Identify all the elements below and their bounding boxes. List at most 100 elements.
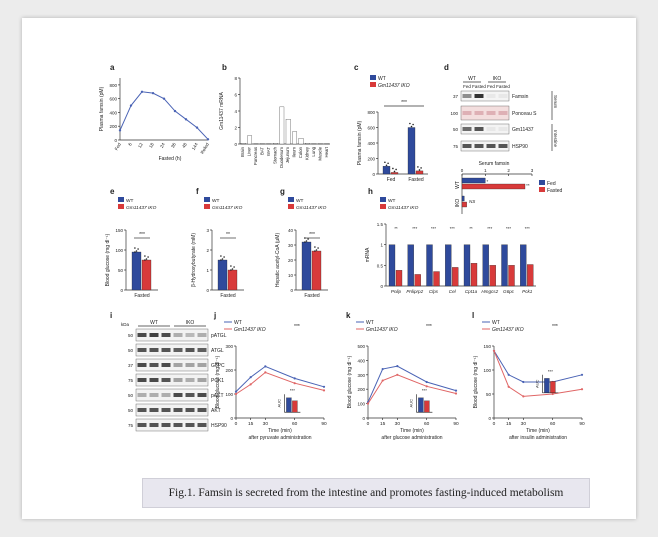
inset-bar <box>286 397 292 413</box>
bar-iko <box>470 263 478 287</box>
blot-frame <box>460 105 510 121</box>
significance-mark: ** <box>394 226 398 231</box>
blot-band <box>149 378 159 382</box>
bar-iko <box>390 172 399 175</box>
x-tick-label: 90 <box>579 421 585 427</box>
blot-band <box>197 378 207 382</box>
blot-band <box>173 393 183 397</box>
x-tick-label: Cpt1a <box>465 289 478 294</box>
significance-mark: NS <box>469 199 475 204</box>
blot-band <box>137 378 147 382</box>
data-point <box>234 390 238 393</box>
legend-swatch-iko <box>288 204 294 209</box>
blot-band <box>137 423 147 427</box>
blot-band <box>149 423 159 427</box>
legend-label-iko: Gm11437 IKO <box>296 205 327 211</box>
y-tick-label: 100 <box>357 402 365 407</box>
blot-band <box>498 94 508 98</box>
data-point <box>322 389 326 392</box>
blot-band <box>486 144 496 148</box>
x-axis-label: Time (min) <box>400 428 424 434</box>
x-tick-label: Kidney <box>305 146 310 160</box>
data-dot <box>410 125 413 128</box>
data-dot <box>384 161 386 164</box>
data-dot <box>134 247 136 249</box>
data-point <box>425 380 428 384</box>
legend-label-fed: Fed <box>547 181 556 187</box>
panel-label-f: f <box>196 187 199 196</box>
x-tick-label: 2 <box>507 168 510 173</box>
legend-label-wt: WT <box>492 320 500 326</box>
legend-label-iko: Gm11437 IKO <box>378 83 410 89</box>
blot-band <box>486 94 496 98</box>
x-tick-label: Ileum <box>292 147 297 158</box>
y-tick-label: 40 <box>288 228 294 233</box>
legend-label-iko: Gm11437 IKO <box>366 327 398 333</box>
legend-swatch-iko <box>204 204 210 209</box>
data-dot <box>231 268 234 270</box>
significance-mark: *** <box>548 369 553 374</box>
blot-frame <box>460 140 510 152</box>
x-axis-note: after glucose administration <box>381 435 442 441</box>
blot-band <box>173 423 183 427</box>
y-tick-label: 4 <box>234 109 237 114</box>
blot-band <box>197 333 207 337</box>
legend-label-wt: WT <box>388 198 396 204</box>
y-axis-label: Hepatic acetyl-CoA (μM) <box>275 233 281 288</box>
legend-swatch-wt <box>370 75 376 80</box>
bar-wt <box>407 244 414 287</box>
blot-band <box>173 333 183 337</box>
data-point <box>580 388 584 391</box>
blot-band <box>486 127 496 131</box>
significance-mark: ** <box>469 226 473 231</box>
blot-row-label: HSP90 <box>512 144 528 150</box>
data-point <box>507 373 510 376</box>
blot-band <box>161 408 171 412</box>
y-tick-label: 100 <box>483 368 491 373</box>
blot-row-label: AKT <box>211 408 221 414</box>
blot-frame <box>135 403 209 417</box>
blot-kda: 50 <box>128 333 134 338</box>
blot-band <box>149 348 159 352</box>
blot-lane-label: Fasted <box>496 84 510 89</box>
blot-band <box>161 363 171 367</box>
blot-band <box>173 378 183 382</box>
legend-label-wt: WT <box>126 198 134 204</box>
blot-band <box>173 348 183 352</box>
blot-frame <box>460 90 510 102</box>
blot-kda: 100 <box>450 111 458 116</box>
blot-kda: 50 <box>128 348 134 353</box>
data-dot <box>221 258 224 260</box>
significance-mark: *** <box>401 100 407 106</box>
blot-band <box>498 127 508 131</box>
blot-band <box>137 348 147 352</box>
y-tick-label: 30 <box>288 243 294 248</box>
legend-swatch-wt <box>288 197 294 202</box>
panel-label-i: i <box>110 311 112 320</box>
x-tick-label: 90 <box>321 421 327 427</box>
x-tick-label: Colon <box>298 146 303 158</box>
data-point <box>507 385 510 388</box>
x-axis-label: Time (min) <box>268 428 292 434</box>
data-point <box>425 385 428 388</box>
series-line-iko <box>493 350 583 397</box>
x-tick-label: 48 <box>181 142 188 149</box>
panel-label-d: d <box>444 63 449 72</box>
x-tick-label: 30 <box>395 421 401 427</box>
data-dot <box>385 164 388 167</box>
significance-mark: *** <box>412 226 417 231</box>
blot-row-label: G6PC <box>211 363 225 369</box>
blot-frame <box>460 123 510 135</box>
blot-lane-label: Fasted <box>472 84 486 89</box>
blot-band <box>185 333 195 337</box>
blot-band <box>137 408 147 412</box>
y-tick-label: 300 <box>357 373 365 378</box>
legend-label-wt: WT <box>212 198 220 204</box>
blot-band <box>137 393 147 397</box>
y-tick-label: 0 <box>290 288 293 293</box>
bar-fasted <box>461 183 526 190</box>
x-tick-label: Hmgcs2 <box>481 289 498 294</box>
blot-kda: 37 <box>128 363 134 368</box>
y-tick-label: 2 <box>206 248 209 253</box>
legend-label-iko: Gm11437 IKO <box>212 205 243 211</box>
